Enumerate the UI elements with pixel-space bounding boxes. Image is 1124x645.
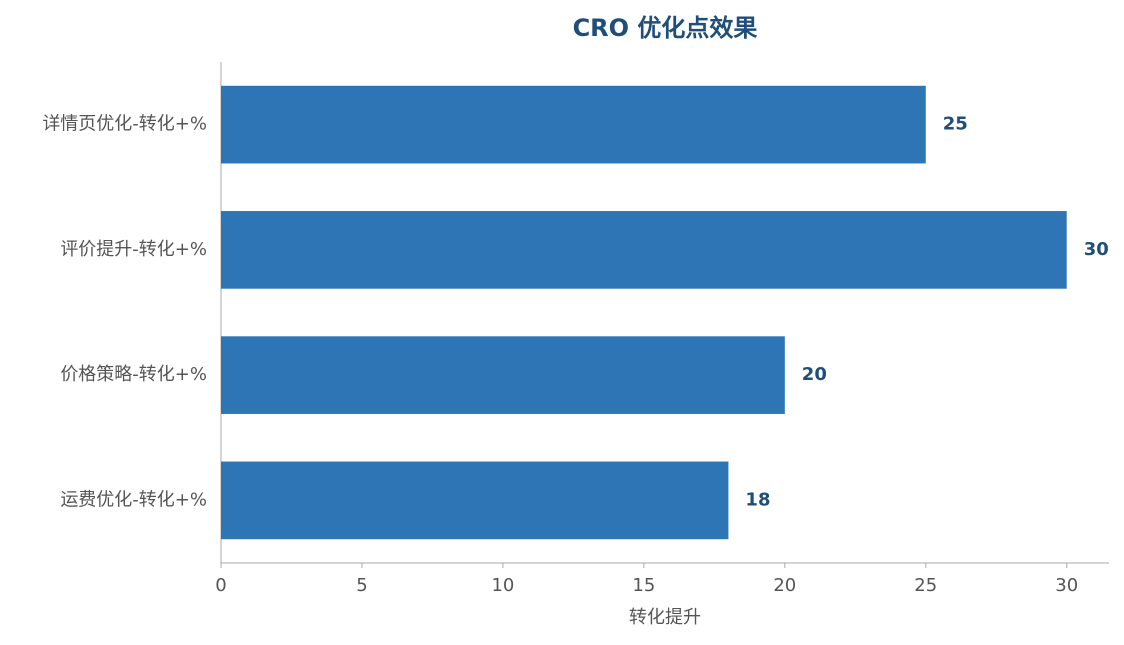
bar <box>221 336 785 414</box>
x-tick-label: 10 <box>491 575 514 596</box>
chart-title: CRO 优化点效果 <box>573 14 758 42</box>
y-tick-label: 运费优化-转化+% <box>60 489 207 510</box>
x-tick-label: 20 <box>773 575 796 596</box>
value-label: 30 <box>1084 239 1109 260</box>
x-tick-label: 25 <box>914 575 937 596</box>
x-axis-label: 转化提升 <box>629 607 701 628</box>
x-tick-label: 15 <box>632 575 655 596</box>
bar <box>221 211 1067 289</box>
bar <box>221 85 926 164</box>
bar <box>221 461 729 540</box>
x-tick-label: 0 <box>215 575 226 596</box>
value-label: 20 <box>802 364 827 385</box>
x-tick-label: 5 <box>356 575 367 596</box>
y-tick-label: 详情页优化-转化+% <box>42 114 207 135</box>
x-tick-label: 30 <box>1055 575 1078 596</box>
y-tick-label: 评价提升-转化+% <box>60 239 207 260</box>
value-label: 25 <box>943 114 968 135</box>
y-tick-label: 价格策略-转化+% <box>60 364 207 385</box>
value-label: 18 <box>745 489 770 510</box>
